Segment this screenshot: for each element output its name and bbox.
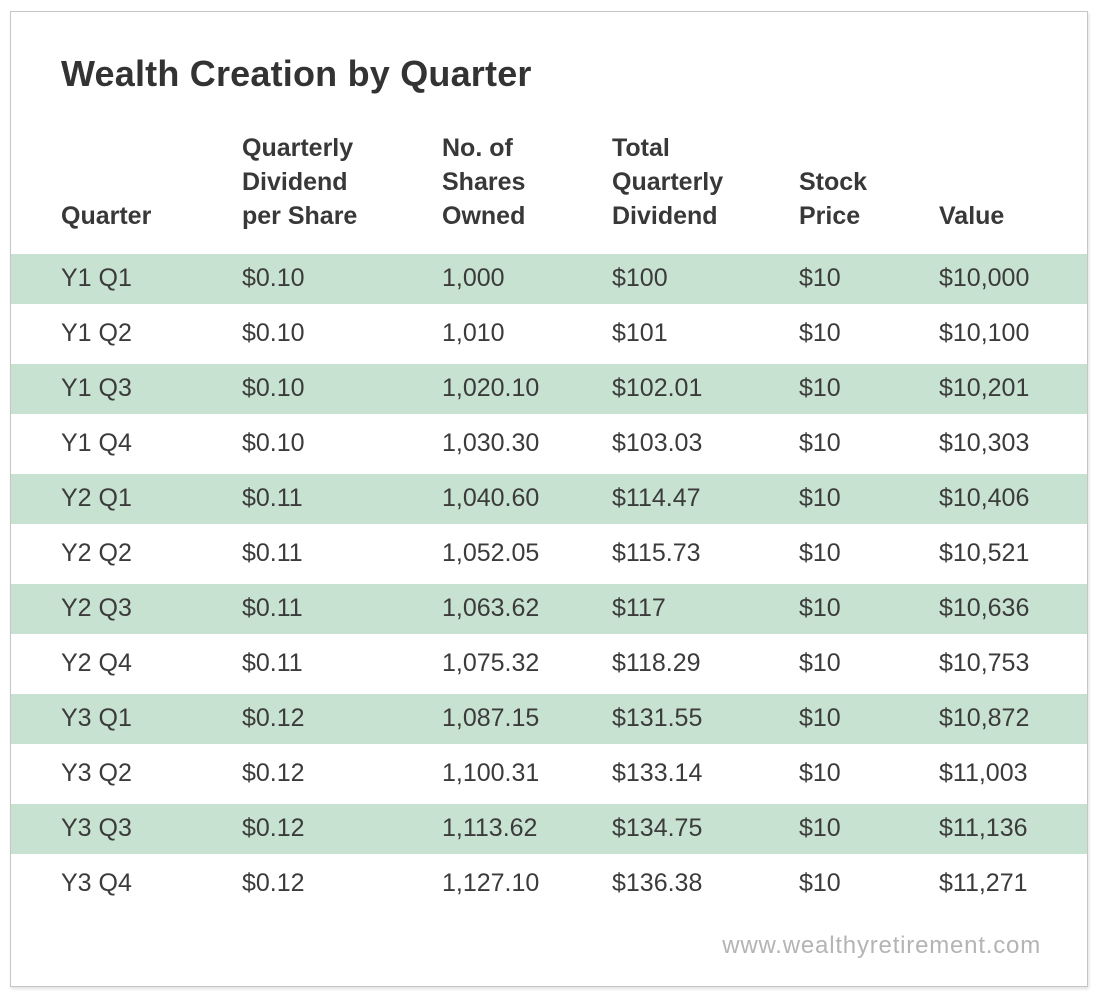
cell-dividend-per-share: $0.12	[242, 801, 442, 857]
cell-quarter: Y2 Q2	[11, 526, 242, 582]
cell-shares-owned: 1,100.31	[442, 746, 612, 802]
cell-total-quarterly-dividend: $100	[612, 251, 799, 307]
cell-dividend-per-share: $0.12	[242, 691, 442, 747]
cell-shares-owned: 1,040.60	[442, 471, 612, 527]
cell-dividend-per-share: $0.10	[242, 306, 442, 362]
table-row: Y1 Q3 $0.10 1,020.10 $102.01 $10 $10,201	[11, 361, 1087, 417]
cell-stock-price: $10	[799, 361, 939, 417]
cell-value: $10,000	[939, 251, 1087, 307]
cell-total-quarterly-dividend: $133.14	[612, 746, 799, 802]
cell-shares-owned: 1,075.32	[442, 636, 612, 692]
cell-value: $10,303	[939, 416, 1087, 472]
cell-dividend-per-share: $0.12	[242, 746, 442, 802]
cell-shares-owned: 1,020.10	[442, 361, 612, 417]
cell-dividend-per-share: $0.11	[242, 636, 442, 692]
cell-stock-price: $10	[799, 526, 939, 582]
cell-value: $11,003	[939, 746, 1087, 802]
table-row: Y3 Q3 $0.12 1,113.62 $134.75 $10 $11,136	[11, 801, 1087, 857]
cell-value: $10,201	[939, 361, 1087, 417]
cell-value: $10,636	[939, 581, 1087, 637]
cell-shares-owned: 1,010	[442, 306, 612, 362]
cell-value: $10,406	[939, 471, 1087, 527]
cell-value: $10,100	[939, 306, 1087, 362]
column-header-dividend-per-share: Quarterly Dividend per Share	[242, 133, 358, 230]
cell-value: $10,872	[939, 691, 1087, 747]
cell-dividend-per-share: $0.10	[242, 251, 442, 307]
cell-stock-price: $10	[799, 801, 939, 857]
cell-quarter: Y3 Q1	[11, 691, 242, 747]
table-body: Y1 Q1 $0.10 1,000 $100 $10 $10,000 Y1 Q2 $0.10 1…	[11, 251, 1087, 912]
table-row: Y1 Q2 $0.10 1,010 $101 $10 $10,100	[11, 306, 1087, 362]
column-header-shares-owned: No. of Shares Owned	[442, 133, 526, 230]
cell-total-quarterly-dividend: $117	[612, 581, 799, 637]
cell-total-quarterly-dividend: $114.47	[612, 471, 799, 527]
cell-stock-price: $10	[799, 306, 939, 362]
column-header-total-quarterly-dividend: Total Quarterly Dividend	[612, 133, 724, 230]
cell-quarter: Y3 Q4	[11, 856, 242, 912]
cell-total-quarterly-dividend: $101	[612, 306, 799, 362]
cell-shares-owned: 1,063.62	[442, 581, 612, 637]
cell-quarter: Y1 Q2	[11, 306, 242, 362]
cell-value: $10,753	[939, 636, 1087, 692]
cell-stock-price: $10	[799, 251, 939, 307]
cell-dividend-per-share: $0.11	[242, 471, 442, 527]
table-row: Y1 Q4 $0.10 1,030.30 $103.03 $10 $10,303	[11, 416, 1087, 472]
cell-shares-owned: 1,052.05	[442, 526, 612, 582]
table-row: Y1 Q1 $0.10 1,000 $100 $10 $10,000	[11, 251, 1087, 307]
cell-quarter: Y1 Q1	[11, 251, 242, 307]
cell-quarter: Y1 Q4	[11, 416, 242, 472]
cell-quarter: Y2 Q1	[11, 471, 242, 527]
cell-total-quarterly-dividend: $102.01	[612, 361, 799, 417]
cell-quarter: Y3 Q2	[11, 746, 242, 802]
table-header: Quarter Quarterly Dividend per Share No.…	[11, 131, 1087, 252]
cell-total-quarterly-dividend: $136.38	[612, 856, 799, 912]
cell-shares-owned: 1,127.10	[442, 856, 612, 912]
cell-shares-owned: 1,087.15	[442, 691, 612, 747]
cell-quarter: Y1 Q3	[11, 361, 242, 417]
cell-value: $10,521	[939, 526, 1087, 582]
cell-stock-price: $10	[799, 471, 939, 527]
cell-stock-price: $10	[799, 581, 939, 637]
cell-quarter: Y2 Q4	[11, 636, 242, 692]
cell-total-quarterly-dividend: $118.29	[612, 636, 799, 692]
cell-quarter: Y2 Q3	[11, 581, 242, 637]
column-header-stock-price: Stock Price	[799, 167, 868, 230]
cell-stock-price: $10	[799, 416, 939, 472]
column-header-value: Value	[939, 201, 1005, 230]
cell-stock-price: $10	[799, 691, 939, 747]
cell-stock-price: $10	[799, 636, 939, 692]
cell-dividend-per-share: $0.11	[242, 581, 442, 637]
source-watermark: www.wealthyretirement.com	[722, 932, 1041, 959]
cell-dividend-per-share: $0.10	[242, 361, 442, 417]
cell-total-quarterly-dividend: $134.75	[612, 801, 799, 857]
cell-quarter: Y3 Q3	[11, 801, 242, 857]
wealth-table-panel: Wealth Creation by Quarter Quarter Quart…	[10, 11, 1088, 987]
cell-total-quarterly-dividend: $103.03	[612, 416, 799, 472]
wealth-creation-table: Quarter Quarterly Dividend per Share No.…	[11, 131, 1087, 912]
cell-total-quarterly-dividend: $131.55	[612, 691, 799, 747]
cell-value: $11,136	[939, 801, 1087, 857]
cell-dividend-per-share: $0.12	[242, 856, 442, 912]
cell-stock-price: $10	[799, 856, 939, 912]
cell-dividend-per-share: $0.10	[242, 416, 442, 472]
column-header-quarter: Quarter	[61, 201, 152, 230]
table-row: Y2 Q1 $0.11 1,040.60 $114.47 $10 $10,406	[11, 471, 1087, 527]
cell-dividend-per-share: $0.11	[242, 526, 442, 582]
table-row: Y3 Q4 $0.12 1,127.10 $136.38 $10 $11,271	[11, 856, 1087, 912]
cell-shares-owned: 1,000	[442, 251, 612, 307]
cell-shares-owned: 1,030.30	[442, 416, 612, 472]
cell-stock-price: $10	[799, 746, 939, 802]
page-title: Wealth Creation by Quarter	[61, 53, 532, 94]
cell-shares-owned: 1,113.62	[442, 801, 612, 857]
header-row: Quarter Quarterly Dividend per Share No.…	[11, 131, 1087, 252]
cell-total-quarterly-dividend: $115.73	[612, 526, 799, 582]
table-row: Y3 Q2 $0.12 1,100.31 $133.14 $10 $11,003	[11, 746, 1087, 802]
table-row: Y2 Q4 $0.11 1,075.32 $118.29 $10 $10,753	[11, 636, 1087, 692]
table-row: Y2 Q2 $0.11 1,052.05 $115.73 $10 $10,521	[11, 526, 1087, 582]
table-row: Y2 Q3 $0.11 1,063.62 $117 $10 $10,636	[11, 581, 1087, 637]
table-row: Y3 Q1 $0.12 1,087.15 $131.55 $10 $10,872	[11, 691, 1087, 747]
cell-value: $11,271	[939, 856, 1087, 912]
